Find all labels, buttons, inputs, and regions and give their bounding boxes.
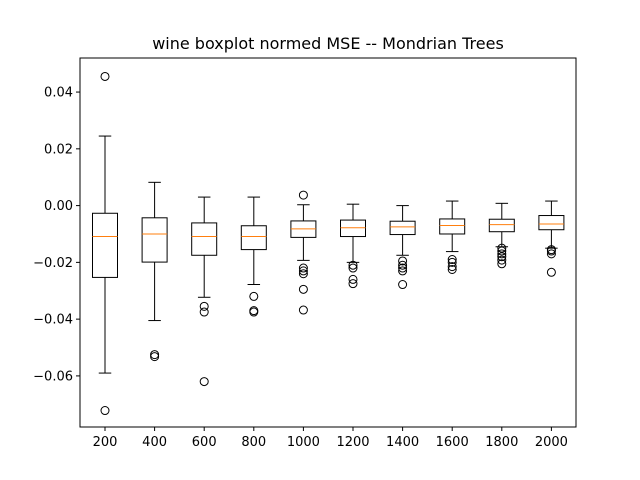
y-tick-label: 0.02 [44,142,73,157]
outlier-point [298,284,308,294]
x-tick-label: 1600 [436,435,469,450]
box-group-600 [191,196,218,387]
outlier-point [249,307,259,317]
x-tick-label: 200 [93,435,118,450]
box-iqr [538,215,565,231]
outlier-point [199,377,209,387]
outlier-point [497,252,507,262]
axes: 0.04 0.02 0.00 −0.02 −0.04 −0.06 200 400 600 800 1… [33,86,568,450]
box-iqr [191,222,218,256]
outlier-point [398,280,408,290]
outlier-point [348,274,358,284]
box-group-1600 [439,200,466,274]
plot-area [80,58,576,427]
outlier-point [546,267,556,277]
outlier-point [298,269,308,279]
y-tick-label: −0.04 [33,313,73,328]
chart-title: wine boxplot normed MSE -- Mondrian Tree… [152,34,504,53]
outlier-point [447,262,457,272]
plot-frame [79,57,577,428]
outlier-point [398,260,408,270]
x-tick-label: 400 [142,435,167,450]
outlier-point [100,71,110,81]
outlier-point [497,243,507,253]
outlier-point [497,255,507,265]
outlier-point [298,266,308,276]
box-group-1400 [389,205,416,290]
outlier-point [199,301,209,311]
x-tick-label: 1200 [336,435,369,450]
plot-marks [92,71,565,416]
outlier-point [447,257,457,267]
box-iqr [141,217,168,263]
outlier-point [249,291,259,301]
box-group-200 [92,71,118,416]
outlier-point [298,305,308,315]
outlier-point [447,255,457,265]
y-tick-label: −0.02 [33,256,73,271]
box-group-1000 [290,190,317,315]
outlier-point [546,249,556,259]
outlier-point [100,406,110,416]
box-group-1200 [340,203,366,289]
box-iqr [92,212,118,278]
x-tick-label: 800 [241,435,266,450]
box-group-800 [240,196,267,317]
box-group-1800 [488,202,515,269]
y-tick-label: 0.04 [44,86,73,101]
box-iqr [488,218,515,233]
outlier-point [497,259,507,269]
x-tick-label: 2000 [535,435,568,450]
box-iqr [439,218,466,235]
y-tick-label: 0.00 [44,199,73,214]
box-group-400 [141,181,168,362]
outlier-point [497,246,507,256]
outlier-point [447,264,457,274]
outlier-point [348,279,358,289]
box-group-2000 [538,200,565,277]
x-tick-label: 1000 [287,435,320,450]
outlier-point [398,266,408,276]
outlier-point [398,263,408,273]
outlier-point [497,249,507,259]
outlier-point [298,263,308,273]
box-iqr [389,220,416,236]
x-tick-label: 1800 [485,435,518,450]
outlier-point [398,256,408,266]
outlier-point [150,352,160,362]
box-iqr [340,219,366,238]
outlier-point [348,263,358,273]
y-tick-label: −0.06 [33,369,73,384]
x-tick-label: 1400 [386,435,419,450]
outlier-point [199,307,209,317]
x-tick-label: 600 [192,435,217,450]
outlier-point [546,246,556,256]
outlier-point [348,260,358,270]
box-iqr [240,225,267,251]
outlier-point [298,190,308,200]
